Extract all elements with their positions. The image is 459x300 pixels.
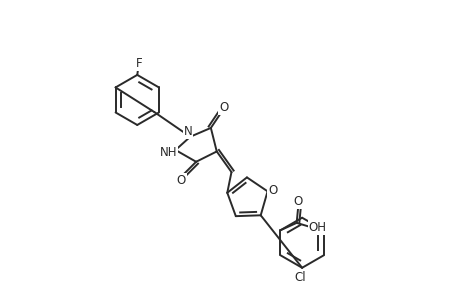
Text: O: O [218,101,228,114]
Text: N: N [183,125,192,138]
Text: O: O [268,184,277,197]
Text: OH: OH [308,221,326,234]
Text: Cl: Cl [294,271,306,284]
Text: O: O [176,173,185,187]
Text: NH: NH [159,146,177,159]
Text: F: F [135,57,142,70]
Text: O: O [293,195,302,208]
